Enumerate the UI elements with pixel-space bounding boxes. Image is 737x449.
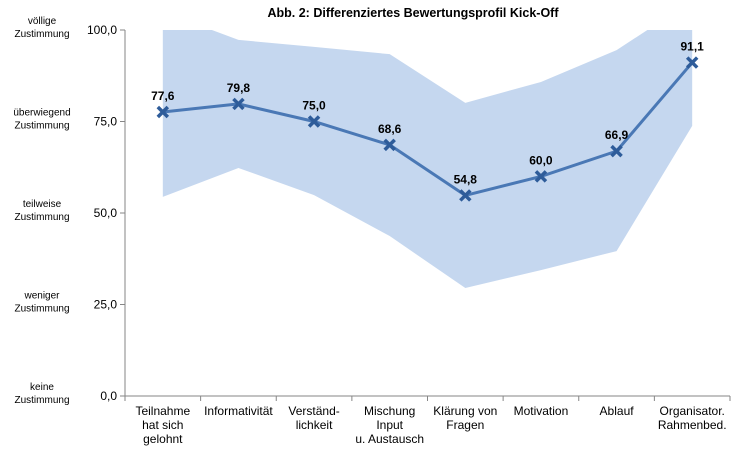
y-category-line: Zustimmung <box>14 212 69 223</box>
x-tick-label: Informativität <box>204 404 273 418</box>
x-tick-label: Motivation <box>514 404 569 418</box>
chart-title: Abb. 2: Differenziertes Bewertungsprofil… <box>267 6 559 20</box>
y-category-line: Zustimmung <box>14 395 69 406</box>
x-tick-label: Klärung von Fragen <box>433 404 497 432</box>
data-label: 66,9 <box>605 128 629 142</box>
y-category-line: Zustimmung <box>14 304 69 315</box>
x-tick-label: Mischung Input u. Austausch <box>355 404 424 446</box>
data-label: 77,6 <box>151 89 175 103</box>
data-point-marker <box>232 97 245 111</box>
x-tick-line: u. Austausch <box>355 432 424 446</box>
x-tick-label: Teilnahme hat sich gelohnt <box>135 404 190 446</box>
y-category-line: Zustimmung <box>14 121 69 132</box>
y-category-line: überwiegend <box>13 108 70 119</box>
x-tick-label: Ablauf <box>600 404 635 418</box>
y-category-label: teilweise Zustimmung <box>14 199 69 223</box>
y-tick-label: 50,0 <box>94 206 118 220</box>
y-category-line: Zustimmung <box>14 29 69 40</box>
x-tick-line: hat sich <box>142 418 183 432</box>
data-point-marker <box>383 138 396 152</box>
x-tick-line: Motivation <box>514 404 569 418</box>
x-tick-line: Ablauf <box>600 404 635 418</box>
y-category-line: weniger <box>23 291 60 302</box>
x-marker <box>232 97 245 111</box>
data-label: 68,6 <box>378 122 402 136</box>
x-marker <box>459 189 472 202</box>
x-tick-line: Verständ- <box>288 404 339 418</box>
y-tick-label: 25,0 <box>94 298 118 312</box>
data-label: 79,8 <box>227 81 251 95</box>
data-label: 60,0 <box>529 153 553 167</box>
x-marker <box>383 138 396 152</box>
x-marker <box>156 105 170 119</box>
y-tick-label: 75,0 <box>94 115 118 129</box>
x-tick-label: Organisator. Rahmenbed. <box>658 404 727 432</box>
x-tick-line: Organisator. <box>660 404 725 418</box>
data-point-marker <box>307 115 321 128</box>
y-category-label: völlige Zustimmung <box>14 16 69 40</box>
series-line <box>162 61 694 198</box>
x-tick-line: Rahmenbed. <box>658 418 727 432</box>
y-category-label: weniger Zustimmung <box>14 291 69 315</box>
data-point-marker <box>156 105 170 119</box>
data-point-marker <box>610 144 623 158</box>
y-category-line: völlige <box>28 16 57 27</box>
data-label: 54,8 <box>454 172 478 186</box>
x-tick-line: Teilnahme <box>135 404 190 418</box>
x-tick-line: gelohnt <box>143 432 183 446</box>
data-label: 75,0 <box>302 99 326 113</box>
data-point-marker <box>459 189 472 202</box>
x-tick-line: Mischung <box>364 404 415 418</box>
y-category-line: teilweise <box>23 199 62 210</box>
x-marker <box>534 170 548 183</box>
x-marker <box>610 144 623 158</box>
range-band <box>162 30 693 289</box>
data-label: 91,1 <box>681 40 705 54</box>
x-marker <box>685 56 699 69</box>
x-tick-line: Klärung von <box>433 404 497 418</box>
x-tick-line: lichkeit <box>296 418 333 432</box>
x-tick-line: Input <box>376 418 403 432</box>
y-category-line: keine <box>30 382 54 393</box>
y-tick-label: 100,0 <box>87 23 117 37</box>
y-tick-label: 0,0 <box>100 389 117 403</box>
x-tick-line: Fragen <box>446 418 484 432</box>
data-point-marker <box>685 56 699 69</box>
y-category-label: keine Zustimmung <box>14 382 69 406</box>
x-tick-line: Informativität <box>204 404 273 418</box>
x-marker <box>307 115 321 128</box>
data-point-marker <box>534 170 548 183</box>
y-category-label: überwiegend Zustimmung <box>13 108 70 132</box>
x-tick-label: Verständ-lichkeit <box>288 404 339 432</box>
